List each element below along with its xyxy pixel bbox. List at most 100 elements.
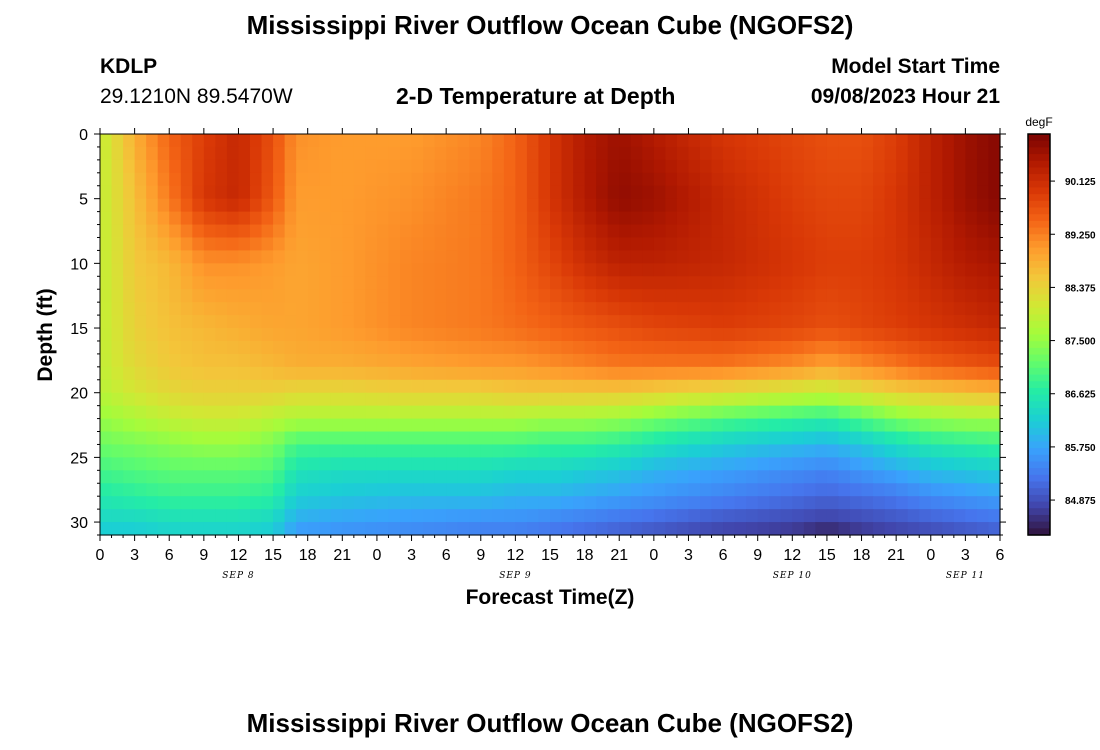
heatmap-cell (134, 379, 147, 394)
heatmap-cell (203, 366, 216, 381)
heatmap-cell (907, 276, 920, 290)
heatmap-cell (769, 134, 782, 148)
heatmap-cell (446, 496, 459, 510)
heatmap-cell (815, 250, 828, 264)
heatmap-cell (538, 250, 551, 264)
heatmap-cell (953, 522, 966, 536)
heatmap-cell (942, 289, 955, 303)
heatmap-cell (630, 146, 643, 161)
heatmap-cell (180, 418, 193, 433)
heatmap-cell (157, 328, 170, 342)
heatmap-cell (446, 366, 459, 381)
heatmap-cell (100, 418, 113, 433)
heatmap-cell (423, 509, 436, 523)
heatmap-cell (376, 276, 390, 290)
heatmap-cell (723, 444, 736, 458)
heatmap-cell (803, 237, 816, 252)
heatmap-cell (284, 470, 297, 484)
heatmap-cell (365, 134, 378, 148)
heatmap-cell (607, 134, 620, 148)
heatmap-cell (134, 392, 147, 407)
heatmap-cell (492, 224, 505, 239)
heatmap-cell (780, 315, 793, 329)
heatmap-cell (665, 392, 678, 407)
heatmap-cell (342, 302, 355, 316)
colorbar-segment (1028, 174, 1050, 182)
heatmap-cell (203, 211, 216, 226)
heatmap-cell (884, 302, 897, 316)
heatmap-cell (111, 522, 124, 536)
heatmap-cell (503, 302, 516, 316)
heatmap-cell (907, 418, 920, 433)
heatmap-cell (284, 522, 297, 536)
heatmap-cell (273, 211, 286, 226)
heatmap-cell (953, 263, 966, 277)
heatmap-cell (769, 340, 782, 355)
heatmap-cell (746, 392, 759, 407)
colorbar-tick-label: 88.375 (1065, 283, 1096, 294)
heatmap-cell (573, 353, 586, 368)
heatmap-cell (365, 522, 378, 536)
heatmap-cell (826, 237, 840, 252)
colorbar-segment (1028, 374, 1050, 382)
heatmap-cell (596, 185, 609, 200)
x-tick-label: 6 (442, 547, 451, 564)
heatmap-cell (850, 172, 863, 187)
x-tick-label: 9 (476, 547, 485, 564)
heatmap-cell (134, 237, 147, 252)
heatmap-cell (434, 483, 447, 497)
heatmap-cell (965, 315, 978, 329)
heatmap-cell (723, 418, 736, 433)
heatmap-cell (850, 483, 863, 497)
heatmap-cell (850, 444, 863, 458)
heatmap-cell (526, 418, 540, 433)
heatmap-cell (492, 457, 505, 471)
heatmap-cell (965, 198, 978, 213)
heatmap-cell (630, 263, 643, 277)
heatmap-cell (700, 457, 713, 471)
heatmap-cell (423, 315, 436, 329)
heatmap-cell (238, 392, 251, 407)
heatmap-cell (342, 457, 355, 471)
heatmap-cell (861, 340, 874, 355)
heatmap-cell (146, 237, 159, 252)
heatmap-cell (146, 418, 159, 433)
heatmap-cell (226, 302, 240, 316)
heatmap-cell (273, 444, 286, 458)
heatmap-cell (607, 185, 620, 200)
heatmap-cell (907, 328, 920, 342)
heatmap-cell (365, 379, 378, 394)
heatmap-cell (446, 392, 459, 407)
heatmap-cell (976, 211, 990, 226)
heatmap-cell (342, 431, 355, 446)
heatmap-cell (607, 146, 620, 161)
heatmap-cell (734, 353, 747, 368)
colorbar-segment (1028, 160, 1050, 169)
heatmap-cell (261, 366, 274, 381)
heatmap-cell (423, 289, 436, 303)
heatmap-cell (561, 379, 574, 394)
heatmap-cell (861, 276, 874, 290)
heatmap-cell (296, 289, 309, 303)
heatmap-cell (480, 302, 493, 316)
colorbar-tick-label: 89.250 (1065, 230, 1096, 241)
colorbar-segment (1028, 294, 1050, 302)
heatmap-cell (584, 496, 597, 510)
heatmap-cell (411, 366, 424, 381)
heatmap-cell (296, 353, 309, 368)
heatmap-cell (642, 379, 655, 394)
colorbar-segment (1028, 441, 1050, 449)
heatmap-cell (342, 483, 355, 497)
heatmap-cell (319, 224, 332, 239)
heatmap-cell (411, 172, 424, 187)
heatmap-cell (284, 250, 297, 264)
heatmap-cell (169, 224, 182, 239)
heatmap-cell (273, 353, 286, 368)
heatmap-cell (169, 198, 182, 213)
heatmap-cell (434, 159, 447, 174)
heatmap-cell (215, 431, 228, 446)
heatmap-cell (480, 172, 493, 187)
heatmap-cell (700, 224, 713, 239)
heatmap-cell (653, 159, 666, 174)
heatmap-cell (261, 237, 274, 252)
